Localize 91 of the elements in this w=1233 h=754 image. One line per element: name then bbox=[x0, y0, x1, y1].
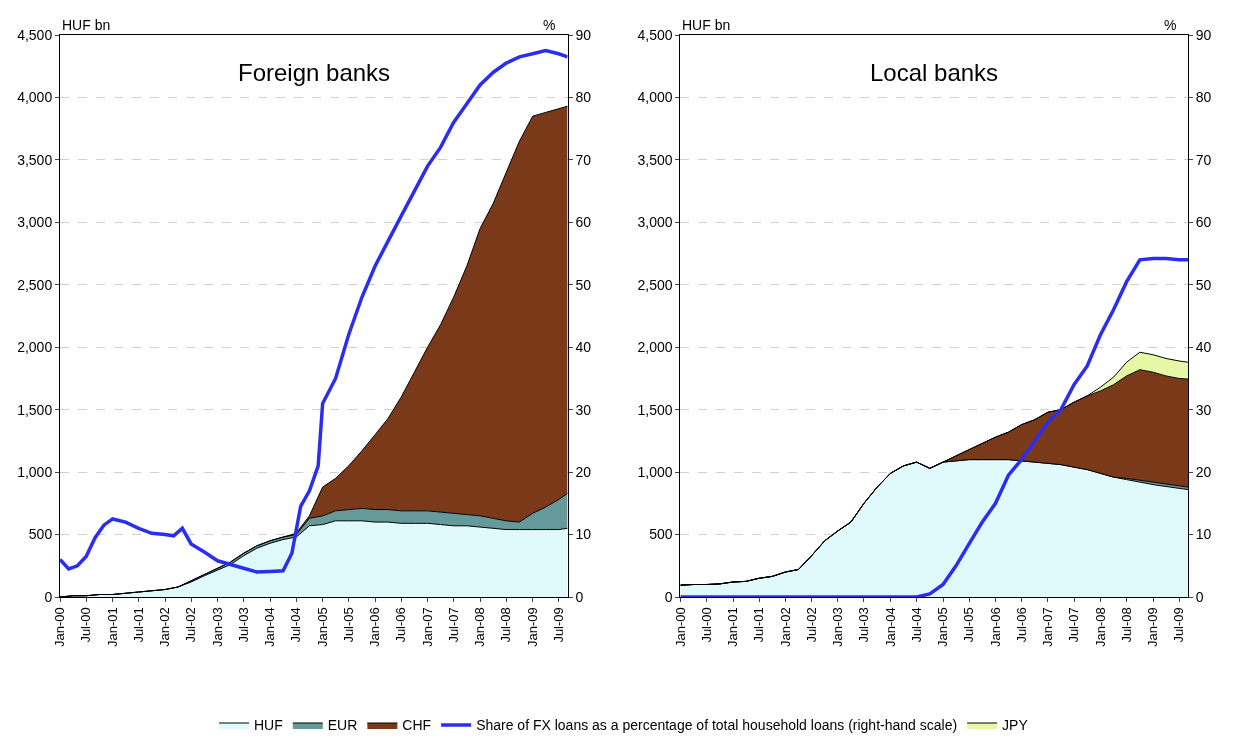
x-tick-label: Jul-07 bbox=[445, 607, 461, 643]
x-tick-label: Jan-06 bbox=[987, 607, 1003, 647]
y2-tick-label: 30 bbox=[1195, 401, 1212, 418]
x-tick-label: Jul-02 bbox=[803, 607, 819, 643]
x-tick-label: Jul-06 bbox=[1013, 607, 1029, 643]
x-tick-label: Jan-04 bbox=[262, 607, 278, 647]
x-tick-label: Jan-09 bbox=[524, 607, 540, 647]
x-tick-label: Jul-01 bbox=[751, 607, 767, 643]
x-tick-label: Jul-08 bbox=[1118, 607, 1134, 643]
y-tick-label: 3,000 bbox=[17, 214, 53, 231]
y-tick-label: 3,000 bbox=[637, 214, 673, 231]
y2-tick-label: 60 bbox=[575, 214, 592, 231]
y2-tick-label: 10 bbox=[575, 526, 592, 543]
y2-tick-label: 90 bbox=[575, 26, 592, 43]
x-tick-label: Jul-06 bbox=[393, 607, 409, 643]
y-tick-label: 2,000 bbox=[17, 339, 53, 356]
y2-tick-label: 50 bbox=[575, 276, 592, 293]
y2-tick-label: 20 bbox=[1195, 464, 1212, 481]
x-tick-label: Jan-08 bbox=[472, 607, 488, 647]
x-tick-label: Jan-06 bbox=[367, 607, 383, 647]
legend-label: EUR bbox=[327, 717, 358, 734]
x-tick-label: Jul-09 bbox=[550, 607, 566, 643]
x-tick-label: Jul-07 bbox=[1066, 607, 1082, 643]
x-tick-label: Jan-09 bbox=[1145, 607, 1161, 647]
y-tick-label: 4,000 bbox=[17, 89, 53, 106]
x-tick-label: Jul-00 bbox=[698, 607, 714, 643]
x-tick-label: Jul-03 bbox=[856, 607, 872, 643]
x-tick-label: Jan-03 bbox=[209, 607, 225, 647]
x-tick-label: Jul-03 bbox=[235, 607, 251, 643]
y-tick-label: 2,500 bbox=[637, 276, 673, 293]
y-axis-title: HUF bn bbox=[682, 17, 731, 33]
x-tick-label: Jan-02 bbox=[157, 607, 173, 647]
y-tick-label: 2,000 bbox=[637, 339, 673, 356]
y2-tick-label: 40 bbox=[1195, 339, 1212, 356]
y-tick-label: 1,000 bbox=[17, 464, 53, 481]
x-tick-label: Jul-00 bbox=[78, 607, 94, 643]
y-axis-title: HUF bn bbox=[62, 17, 111, 33]
x-tick-label: Jan-04 bbox=[882, 607, 898, 647]
y2-axis-title: % bbox=[1164, 17, 1177, 33]
y2-tick-label: 90 bbox=[1195, 26, 1212, 43]
x-tick-label: Jan-05 bbox=[935, 607, 951, 647]
x-tick-label: Jan-07 bbox=[419, 607, 435, 647]
y2-tick-label: 20 bbox=[575, 464, 592, 481]
y-tick-label: 1,500 bbox=[637, 401, 673, 418]
y2-tick-label: 80 bbox=[1195, 89, 1212, 106]
x-tick-label: Jul-08 bbox=[498, 607, 514, 643]
x-tick-label: Jan-01 bbox=[725, 607, 741, 647]
y-tick-label: 3,500 bbox=[17, 151, 53, 168]
y-tick-label: 4,500 bbox=[17, 26, 53, 43]
y-tick-label: 3,500 bbox=[637, 151, 673, 168]
text: Local banks bbox=[870, 59, 999, 86]
y-tick-label: 1,000 bbox=[637, 464, 673, 481]
x-tick-label: Jul-05 bbox=[961, 607, 977, 643]
legend-label: HUF bbox=[254, 717, 283, 734]
legend-label: JPY bbox=[1002, 717, 1029, 734]
y2-tick-label: 80 bbox=[575, 89, 592, 106]
x-tick-label: Jul-01 bbox=[130, 607, 146, 643]
text: Foreign banks bbox=[238, 59, 391, 86]
y2-tick-label: 50 bbox=[1195, 276, 1212, 293]
x-tick-label: Jan-05 bbox=[314, 607, 330, 647]
y2-tick-label: 40 bbox=[575, 339, 592, 356]
y2-tick-label: 60 bbox=[1195, 214, 1212, 231]
y-tick-label: 4,500 bbox=[637, 26, 673, 43]
y-tick-label: 500 bbox=[649, 526, 673, 543]
y-tick-label: 500 bbox=[28, 526, 53, 543]
x-tick-label: Jan-02 bbox=[777, 607, 793, 647]
y-tick-label: 0 bbox=[664, 588, 673, 605]
y2-tick-label: 70 bbox=[575, 151, 592, 168]
y2-axis-title: % bbox=[543, 17, 556, 33]
x-tick-label: Jan-07 bbox=[1040, 607, 1056, 647]
x-tick-label: Jan-08 bbox=[1092, 607, 1108, 647]
x-tick-label: Jul-04 bbox=[908, 607, 924, 643]
y-tick-label: 2,500 bbox=[17, 276, 53, 293]
x-tick-label: Jul-05 bbox=[340, 607, 356, 643]
y-tick-label: 0 bbox=[44, 588, 53, 605]
x-tick-label: Jan-03 bbox=[830, 607, 846, 647]
y2-tick-label: 70 bbox=[1195, 151, 1212, 168]
legend-label: CHF bbox=[402, 717, 432, 734]
x-tick-label: Jul-04 bbox=[288, 607, 304, 643]
y-tick-label: 1,500 bbox=[17, 401, 53, 418]
x-tick-label: Jul-02 bbox=[183, 607, 199, 643]
y-tick-label: 4,000 bbox=[637, 89, 673, 106]
x-tick-label: Jan-00 bbox=[52, 607, 68, 647]
x-tick-label: Jan-00 bbox=[672, 607, 688, 647]
legend-label: Share of FX loans as a percentage of total household loans (right-hand scale) bbox=[476, 717, 958, 734]
y2-tick-label: 30 bbox=[575, 401, 592, 418]
x-tick-label: Jan-01 bbox=[104, 607, 120, 647]
y2-tick-label: 10 bbox=[1195, 526, 1212, 543]
y2-tick-label: 0 bbox=[1195, 588, 1204, 605]
x-tick-label: Jul-09 bbox=[1171, 607, 1187, 643]
y2-tick-label: 0 bbox=[575, 588, 584, 605]
